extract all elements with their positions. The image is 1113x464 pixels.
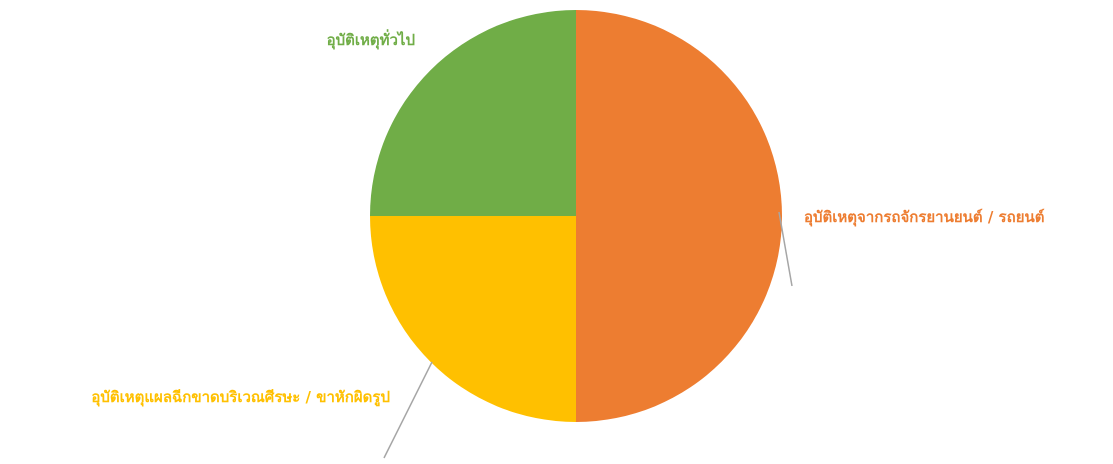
leader-line-1 [778, 211, 793, 287]
slice-label-3: อุบัติเหตุทั่วไป [327, 29, 415, 50]
pie-slice-3 [370, 10, 576, 216]
leader-lines-group [383, 211, 793, 459]
slice-label-2: อุบัติเหตุแผลฉีกขาดบริเวณศีรษะ / ขาหักผิ… [91, 388, 390, 407]
pie-slice-2 [370, 216, 576, 422]
labels-group: อุบัติเหตุจากรถจักรยานยนต์ / รถยนต์อุบัต… [91, 29, 1044, 407]
slice-label-1: อุบัติเหตุจากรถจักรยานยนต์ / รถยนต์ [804, 208, 1044, 227]
slices-group [370, 10, 782, 422]
pie-slice-1 [576, 10, 782, 422]
leader-line-2 [383, 361, 433, 459]
